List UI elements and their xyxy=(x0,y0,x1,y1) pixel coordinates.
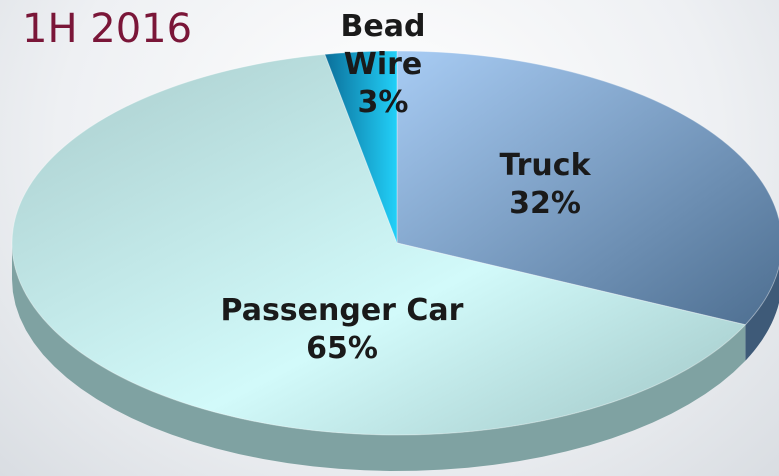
slice xyxy=(396,50,779,326)
chart-title: 1H 2016 xyxy=(22,6,193,52)
value-label: 32% xyxy=(509,186,581,221)
category-label: Bead Wire xyxy=(340,9,426,82)
value-label: 3% xyxy=(357,85,409,120)
category-label: Truck xyxy=(499,148,591,183)
slice xyxy=(324,50,398,244)
slice-side xyxy=(745,266,779,361)
slice-label: Truck 32% xyxy=(445,147,645,223)
slice-side xyxy=(12,243,746,471)
category-label: Passenger Car xyxy=(220,293,464,328)
slice xyxy=(11,53,747,436)
slice-label: Bead Wire 3% xyxy=(338,8,428,122)
value-label: 65% xyxy=(306,331,378,366)
slice-label: Passenger Car 65% xyxy=(182,292,502,368)
